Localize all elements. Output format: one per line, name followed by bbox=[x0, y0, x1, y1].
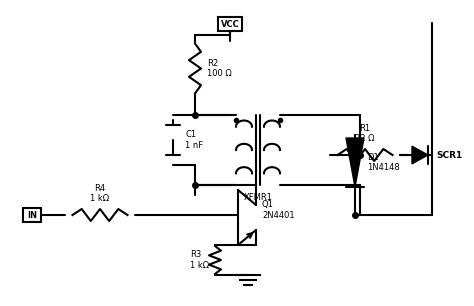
FancyBboxPatch shape bbox=[23, 208, 41, 222]
Text: XFMR1: XFMR1 bbox=[244, 193, 273, 202]
Text: C1
1 nF: C1 1 nF bbox=[185, 130, 203, 150]
Text: SCR1: SCR1 bbox=[436, 151, 462, 159]
Polygon shape bbox=[412, 146, 428, 164]
Text: D1
1N4148: D1 1N4148 bbox=[367, 153, 400, 172]
FancyBboxPatch shape bbox=[218, 17, 242, 31]
Text: R4
1 kΩ: R4 1 kΩ bbox=[91, 184, 109, 203]
Text: R1
22 Ω: R1 22 Ω bbox=[355, 124, 375, 143]
Text: IN: IN bbox=[27, 211, 37, 219]
Text: Q1
2N4401: Q1 2N4401 bbox=[262, 200, 295, 220]
Text: VCC: VCC bbox=[220, 20, 239, 28]
Text: R2
100 Ω: R2 100 Ω bbox=[207, 59, 232, 78]
Text: R3
1 kΩ: R3 1 kΩ bbox=[190, 250, 209, 270]
Polygon shape bbox=[346, 138, 364, 187]
